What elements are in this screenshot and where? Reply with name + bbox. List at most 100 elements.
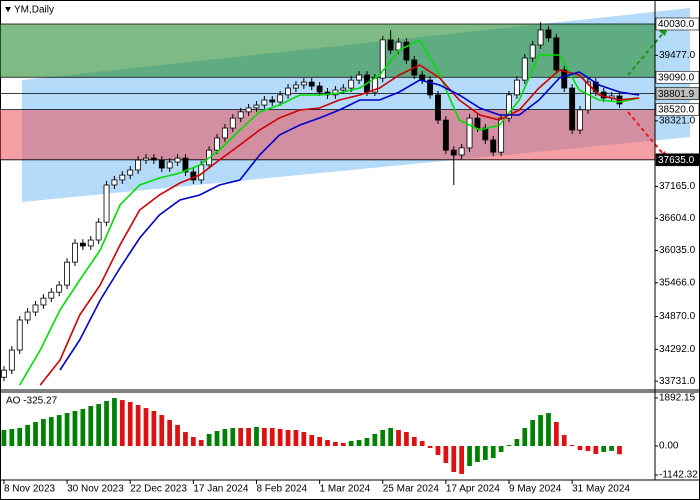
ao-bar: [151, 410, 157, 446]
ao-bar: [490, 445, 496, 459]
ao-bar: [356, 440, 362, 446]
ao-bar: [553, 422, 559, 446]
ao-bar: [451, 445, 457, 473]
candle-body: [261, 99, 268, 106]
y-tick-label: 36604.0: [659, 213, 696, 224]
candle-body: [474, 117, 481, 129]
candle-body: [553, 37, 560, 71]
ao-bar: [435, 445, 441, 456]
ao-bar: [127, 401, 133, 446]
ao-bar: [546, 413, 551, 446]
x-tick-label: 1 Mar 2024: [320, 484, 371, 495]
ao-bar: [159, 415, 165, 446]
level-label: 40030.0: [658, 19, 695, 30]
ao-bar: [301, 432, 307, 446]
candle-body: [529, 44, 536, 59]
candle-body: [56, 284, 63, 293]
ao-bar: [617, 445, 622, 455]
candle-body: [32, 304, 39, 313]
candle-body: [119, 174, 126, 181]
ao-bar: [443, 445, 449, 463]
symbol-icon: [5, 7, 11, 12]
ao-bar: [33, 422, 38, 446]
candle-body: [537, 29, 544, 46]
candle-body: [356, 74, 362, 81]
x-tick-label: 8 Nov 2023: [4, 484, 56, 495]
level-label: 39090.0: [658, 72, 695, 83]
forecast-arrow-up: [627, 31, 665, 76]
ao-bar: [293, 430, 299, 446]
candle-body: [403, 41, 410, 61]
ao-bar: [96, 404, 102, 446]
ao-bar: [238, 427, 244, 446]
candle-body: [40, 297, 47, 306]
ao-bar: [167, 419, 173, 446]
x-tick-label: 31 May 2024: [572, 484, 630, 495]
candle-body: [293, 84, 299, 89]
ao-bar: [475, 445, 480, 462]
ao-bar: [419, 441, 425, 446]
ao-bar: [254, 426, 259, 446]
candle-body: [72, 242, 78, 263]
level-label: 38801.9: [658, 89, 695, 100]
candle-body: [135, 159, 142, 171]
ao-bar: [585, 445, 591, 451]
x-tick-label: 17 Apr 2024: [446, 484, 500, 495]
ao-bar: [48, 417, 54, 446]
ao-bar: [530, 419, 536, 446]
ao-bar: [325, 440, 330, 446]
ao-bar: [246, 427, 251, 446]
candle-body: [16, 319, 23, 351]
y-tick-label: 39477.0: [659, 50, 696, 61]
y-tick-label: 37165.0: [659, 181, 696, 192]
y-tick-label: 34292.0: [659, 344, 696, 355]
candle-body: [221, 127, 228, 139]
ao-bar: [482, 445, 488, 460]
x-tick-label: 25 Mar 2024: [383, 484, 440, 495]
ao-bar: [112, 398, 117, 446]
ao-bar: [404, 432, 409, 446]
ao-bar: [388, 427, 393, 446]
chart-title: YM,Daily: [14, 5, 54, 16]
y-tick-label: 38321.0: [659, 116, 696, 127]
candle-body: [1, 369, 7, 378]
candle-body: [111, 179, 118, 186]
candle-body: [182, 157, 189, 173]
candle-body: [143, 157, 149, 161]
ao-bar: [1, 430, 7, 446]
ao-layer: [1, 398, 622, 474]
ao-bar: [372, 433, 378, 446]
ao-bar: [104, 400, 109, 446]
candle-body: [150, 157, 157, 161]
ao-bar: [333, 441, 338, 446]
ao-bar: [561, 434, 567, 446]
moving-average: [19, 38, 640, 386]
x-tick-label: 17 Jan 2024: [193, 484, 248, 495]
candle-body: [379, 39, 386, 79]
candle-body: [308, 81, 315, 87]
candle-body: [103, 184, 110, 223]
ao-bar: [593, 445, 599, 454]
ao-tick-label: -1142.32: [659, 470, 698, 481]
candle-body: [316, 85, 323, 93]
x-tick-label: 9 May 2024: [509, 484, 562, 495]
ao-bar: [380, 430, 386, 446]
ao-bar: [230, 427, 236, 446]
candle-body: [158, 159, 165, 169]
candle-body: [513, 79, 520, 96]
candle-body: [569, 87, 576, 131]
ao-bar: [427, 445, 433, 449]
moving-average: [39, 64, 640, 386]
level-label-box: [655, 17, 700, 31]
ao-bar: [467, 445, 472, 467]
y-tick-label: 36035.0: [659, 245, 696, 256]
candle-body: [466, 117, 473, 149]
ao-bar: [190, 436, 196, 446]
candle-body: [95, 221, 102, 241]
candle-body: [427, 79, 434, 96]
ao-bar: [175, 424, 180, 446]
ao-bar: [364, 438, 370, 446]
moving-average: [59, 71, 640, 371]
x-tick-label: 30 Nov 2023: [67, 484, 124, 495]
